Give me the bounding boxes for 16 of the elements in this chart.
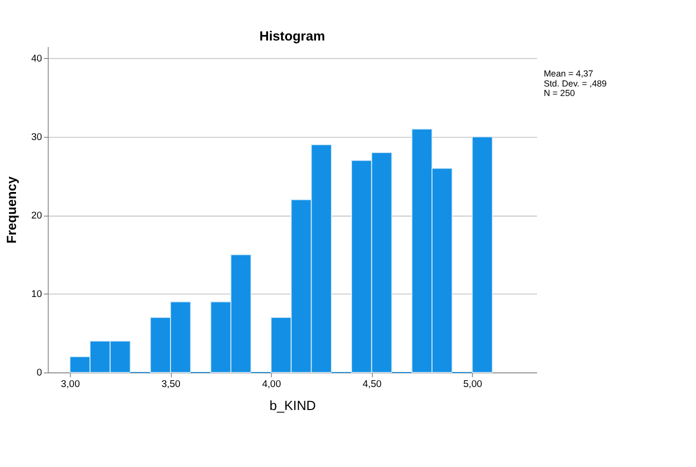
y-tick-label: 40 <box>31 53 43 64</box>
x-tick-label: 4,00 <box>262 379 282 390</box>
text: Mean = 4,37 <box>544 68 594 79</box>
x-axis-title: b_KIND <box>269 398 316 414</box>
x-tick-label: 5,00 <box>463 379 483 390</box>
x-tick-label: 3,50 <box>161 379 182 390</box>
y-tick-label: 30 <box>31 132 43 143</box>
x-tick-label: 4,50 <box>362 379 382 390</box>
x-tick-label: 3,00 <box>60 379 80 390</box>
y-tick-label: 10 <box>31 289 43 300</box>
y-axis-title: Frequency <box>4 176 20 244</box>
text: Std. Dev. = ,489 <box>544 78 607 88</box>
y-tick-label: 20 <box>31 210 43 222</box>
y-tick-label: 0 <box>36 368 43 379</box>
text: N = 250 <box>544 88 575 98</box>
chart-title: Histogram <box>259 28 326 44</box>
